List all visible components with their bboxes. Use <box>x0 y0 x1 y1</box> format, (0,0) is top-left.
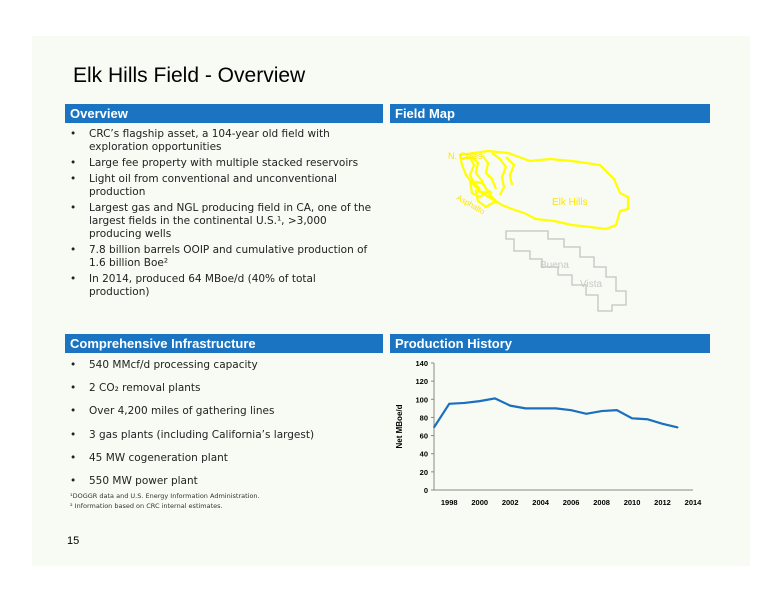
list-item: 7.8 billion barrels OOIP and cumulative … <box>70 244 375 270</box>
list-item: 45 MW cogeneration plant <box>70 452 375 465</box>
y-tick-label: 100 <box>415 395 428 404</box>
list-item: Light oil from conventional and unconven… <box>70 173 375 199</box>
buena-vista-outline <box>505 230 627 312</box>
footnote: ¹DOGGR data and U.S. Energy Information … <box>70 492 260 500</box>
production-history-chart: Net MBoe/d 0 20 40 60 80 100 120 140 1998 2000 20… <box>395 359 702 507</box>
data-point <box>631 417 633 420</box>
y-tick-label: 0 <box>424 486 428 495</box>
y-tick-label: 40 <box>420 450 428 459</box>
elk-hills-outline <box>458 149 630 231</box>
production-series-line <box>433 397 679 429</box>
data-point <box>600 410 603 412</box>
list-item: 540 MMcf/d processing capacity <box>70 359 375 372</box>
data-point <box>676 426 679 429</box>
y-tick-label: 140 <box>415 359 428 368</box>
buena-label: Buena <box>540 260 569 271</box>
data-point <box>646 418 649 421</box>
list-item: 3 gas plants (including California’s lar… <box>70 429 375 442</box>
production-data-points <box>433 397 679 429</box>
x-tick-label: 2010 <box>624 498 641 507</box>
y-tick-label: 120 <box>415 377 428 386</box>
x-tick-label: 2000 <box>471 498 488 507</box>
y-tick-label: 60 <box>420 432 428 441</box>
x-tick-label: 2006 <box>563 498 580 507</box>
y-tick-label: 80 <box>420 413 428 422</box>
field-map: N. Coles Asphalto Elk Hills Buena Vista <box>448 149 630 312</box>
footnotes: ¹DOGGR data and U.S. Energy Information … <box>70 491 260 511</box>
overview-header: Overview <box>65 104 383 123</box>
data-point <box>616 409 618 411</box>
footnote: ² Information based on CRC internal esti… <box>70 502 223 510</box>
data-point <box>463 402 466 404</box>
x-tick-label: 2012 <box>654 498 671 507</box>
x-tick-label: 2014 <box>685 498 703 507</box>
x-tick-label: 1998 <box>441 498 458 507</box>
list-item: Large fee property with multiple stacked… <box>70 157 375 170</box>
data-point <box>478 400 481 402</box>
field-map-header: Field Map <box>390 104 710 123</box>
infrastructure-bullet-list: 540 MMcf/d processing capacity 2 CO₂ rem… <box>70 359 375 498</box>
x-tick-labels: 1998 2000 2002 2004 2006 2008 2010 2012 2014 <box>441 498 702 507</box>
y-axis-label: Net MBoe/d <box>395 404 404 448</box>
data-point <box>448 403 451 405</box>
page-number: 15 <box>67 535 80 547</box>
list-item: In 2014, produced 64 MBoe/d (40% of tota… <box>70 273 375 299</box>
x-tick-label: 2002 <box>502 498 519 507</box>
data-point <box>524 407 527 410</box>
infrastructure-header: Comprehensive Infrastructure <box>65 334 383 353</box>
overview-bullet-list: CRC’s flagship asset, a 104-year old fie… <box>70 128 375 302</box>
data-point <box>539 407 542 410</box>
data-point <box>570 409 572 411</box>
data-point <box>509 404 511 407</box>
list-item: 2 CO₂ removal plants <box>70 382 375 395</box>
data-point <box>585 413 588 415</box>
list-item: CRC’s flagship asset, a 104-year old fie… <box>70 128 375 154</box>
data-point <box>661 422 664 425</box>
data-point <box>555 407 557 410</box>
production-history-header: Production History <box>390 334 710 353</box>
north-coles-label: N. Coles <box>448 151 483 161</box>
x-tick-label: 2004 <box>532 498 550 507</box>
y-tick-label: 20 <box>420 468 428 477</box>
elk-hills-label: Elk Hills <box>552 197 588 208</box>
data-point <box>433 426 435 429</box>
list-item: Over 4,200 miles of gathering lines <box>70 405 375 418</box>
list-item: Largest gas and NGL producing field in C… <box>70 202 375 241</box>
vista-label: Vista <box>580 279 602 290</box>
x-tick-label: 2008 <box>593 498 610 507</box>
y-tick-labels: 0 20 40 60 80 100 120 140 <box>415 359 434 495</box>
data-point <box>494 397 496 400</box>
list-item: 550 MW power plant <box>70 475 375 488</box>
slide-title: Elk Hills Field - Overview <box>73 64 306 87</box>
